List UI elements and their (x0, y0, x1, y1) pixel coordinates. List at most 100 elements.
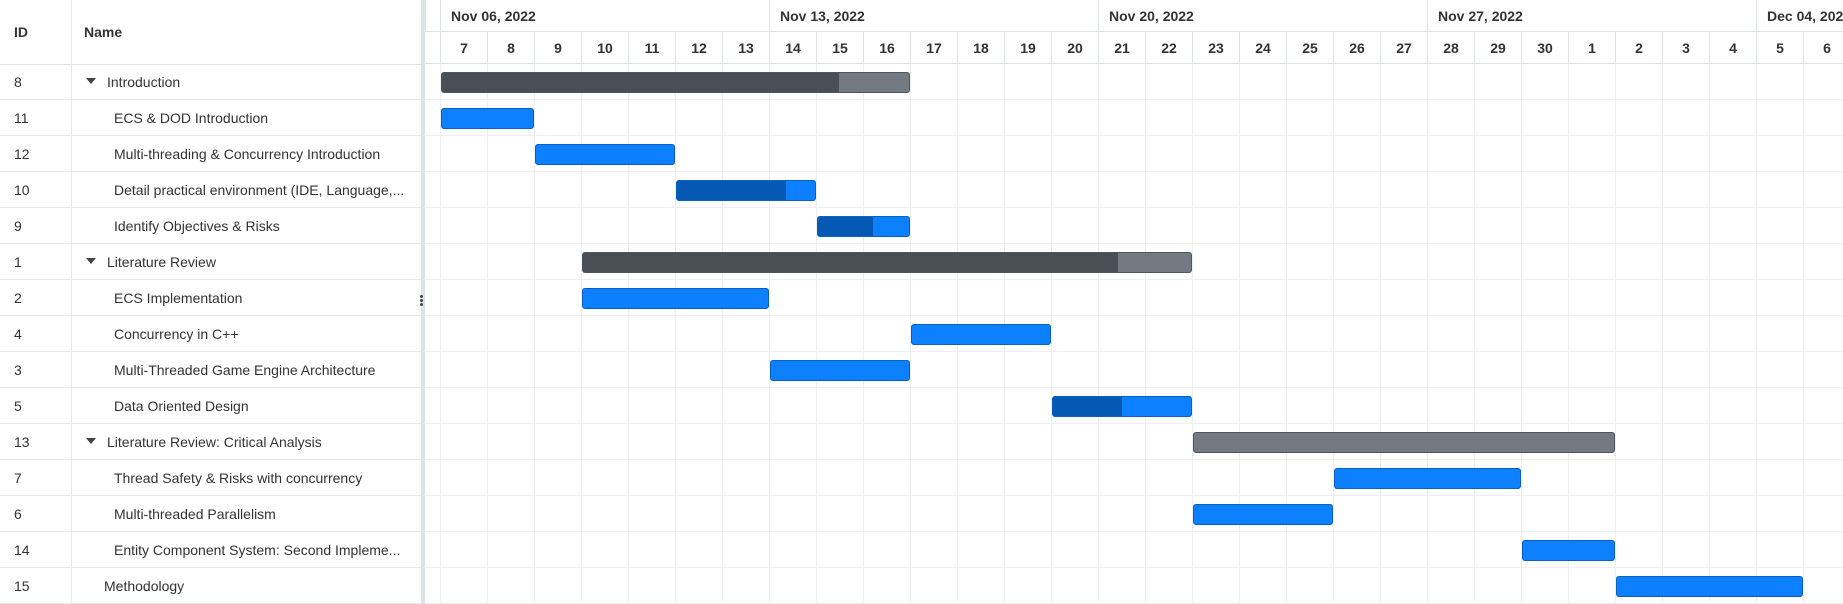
row-gridline (425, 459, 1843, 460)
task-bar[interactable] (441, 108, 534, 129)
day-gridline (1803, 64, 1804, 604)
collapse-chevron-icon[interactable] (86, 78, 96, 84)
table-row[interactable]: 6 Multi-threaded Parallelism (0, 496, 421, 532)
task-bar[interactable] (1193, 504, 1333, 525)
table-row[interactable]: 7 Thread Safety & Risks with concurrency (0, 460, 421, 496)
task-bar[interactable] (1522, 540, 1615, 561)
task-name: ECS & DOD Introduction (114, 110, 269, 126)
table-row[interactable]: 9 Identify Objectives & Risks (0, 208, 421, 244)
progress-fill (818, 217, 873, 236)
table-row[interactable]: 8 Introduction (0, 64, 421, 100)
day-gridline (628, 64, 629, 604)
task-bar[interactable] (1052, 396, 1192, 417)
splitter-handle-icon[interactable] (419, 294, 423, 310)
row-gridline (425, 279, 1843, 280)
task-bar[interactable] (817, 216, 910, 237)
row-gridline (425, 567, 1843, 568)
day-gridline (1239, 64, 1240, 604)
row-id: 13 (14, 434, 30, 450)
day-header: 21 (1098, 32, 1145, 64)
table-row[interactable]: 13 Literature Review: Critical Analysis (0, 424, 421, 460)
id-column-header[interactable]: ID (14, 24, 28, 40)
row-id: 8 (14, 74, 22, 90)
name-column-header[interactable]: Name (84, 24, 123, 40)
timeline-pane: 6789101112131415161718192021222324252627… (425, 0, 1843, 604)
row-id: 11 (14, 110, 29, 126)
task-name: Data Oriented Design (114, 398, 249, 414)
timeline-header-divider (425, 63, 1843, 64)
row-gridline (425, 207, 1843, 208)
task-bar[interactable] (911, 324, 1051, 345)
summary-bar[interactable] (1193, 432, 1615, 453)
day-gridline (487, 64, 488, 604)
day-header: 13 (722, 32, 769, 64)
day-header: 18 (957, 32, 1004, 64)
table-row[interactable]: 11 ECS & DOD Introduction (0, 100, 421, 136)
week-header: Nov 06, 2022 (440, 0, 769, 32)
collapse-chevron-icon[interactable] (86, 438, 96, 444)
row-id: 6 (14, 506, 22, 522)
task-bar[interactable] (582, 288, 769, 309)
row-id: 9 (14, 218, 22, 234)
task-bar[interactable] (535, 144, 675, 165)
day-header: 8 (487, 32, 534, 64)
task-name: Identify Objectives & Risks (114, 218, 280, 234)
row-id: 7 (14, 470, 22, 486)
week-header: Nov 20, 2022 (1098, 0, 1427, 32)
table-row[interactable]: 2 ECS Implementation (0, 280, 421, 316)
task-name: Introduction (107, 74, 181, 90)
progress-fill (1053, 397, 1122, 416)
task-bar[interactable] (770, 360, 910, 381)
task-name: Multi-threaded Parallelism (114, 506, 276, 522)
day-header: 3 (1662, 32, 1709, 64)
task-name: Literature Review: Critical Analysis (107, 434, 322, 450)
table-row[interactable]: 3 Multi-Threaded Game Engine Architecture (0, 352, 421, 388)
day-gridline (910, 64, 911, 604)
day-header: 20 (1051, 32, 1098, 64)
day-gridline (1756, 64, 1757, 604)
day-header: 2 (1615, 32, 1662, 64)
progress-fill (442, 73, 839, 92)
day-header: 25 (1286, 32, 1333, 64)
summary-bar[interactable] (582, 252, 1192, 273)
day-gridline (1051, 64, 1052, 604)
table-row[interactable]: 1 Literature Review (0, 244, 421, 280)
row-id: 12 (14, 146, 30, 162)
day-gridline (1333, 64, 1334, 604)
row-gridline (425, 423, 1843, 424)
day-header: 16 (863, 32, 910, 64)
day-gridline (1427, 64, 1428, 604)
collapse-chevron-icon[interactable] (86, 258, 96, 264)
day-gridline (1380, 64, 1381, 604)
column-divider[interactable] (71, 0, 72, 604)
task-bar[interactable] (1616, 576, 1803, 597)
table-row[interactable]: 15 Methodology (0, 568, 421, 604)
table-row[interactable]: 5 Data Oriented Design (0, 388, 421, 424)
day-gridline (675, 64, 676, 604)
day-gridline (1709, 64, 1710, 604)
task-name: Multi-Threaded Game Engine Architecture (114, 362, 376, 378)
day-gridline (581, 64, 582, 604)
summary-bar[interactable] (441, 72, 910, 93)
task-name: Methodology (104, 578, 185, 594)
day-gridline (1145, 64, 1146, 604)
day-gridline (863, 64, 864, 604)
row-id: 3 (14, 362, 22, 378)
pane-splitter[interactable] (421, 0, 425, 604)
task-bar[interactable] (1334, 468, 1521, 489)
day-header: 19 (1004, 32, 1051, 64)
table-row[interactable]: 4 Concurrency in C++ (0, 316, 421, 352)
table-row[interactable]: 12 Multi-threading & Concurrency Introduc… (0, 136, 421, 172)
day-header: 1 (1568, 32, 1615, 64)
day-header: 30 (1521, 32, 1568, 64)
grid-header: ID Name (0, 0, 421, 65)
row-gridline (425, 387, 1843, 388)
task-name: Thread Safety & Risks with concurrency (114, 470, 363, 486)
table-row[interactable]: 14 Entity Component System: Second Implem… (0, 532, 421, 568)
task-name: Concurrency in C++ (114, 326, 239, 342)
day-header: 5 (1756, 32, 1803, 64)
table-row[interactable]: 10 Detail practical environment (IDE, Lan… (0, 172, 421, 208)
task-bar[interactable] (676, 180, 816, 201)
day-header: 27 (1380, 32, 1427, 64)
